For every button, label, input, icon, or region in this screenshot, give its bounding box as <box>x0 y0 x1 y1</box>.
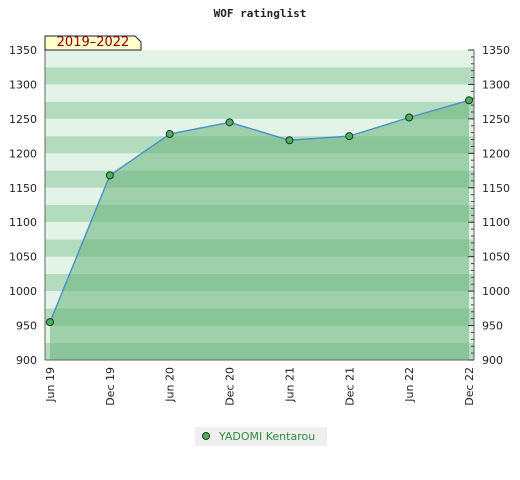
y-tick-label-right: 900 <box>482 354 503 367</box>
x-tick-label: Dec 20 <box>224 367 237 406</box>
legend-marker <box>202 432 210 440</box>
y-tick-label-right: 1250 <box>482 113 510 126</box>
chart-title: WOF ratinglist <box>214 7 307 20</box>
x-tick-label: Dec 19 <box>104 367 117 406</box>
area-layer <box>50 100 469 361</box>
line-layer <box>49 99 470 323</box>
y-tick-label-left: 1150 <box>9 182 37 195</box>
period-label: 2019–2022 <box>57 35 130 50</box>
legend: YADOMI Kentarou <box>195 427 327 446</box>
y-tick-label-right: 1300 <box>482 78 510 91</box>
x-tick-label: Jun 20 <box>164 367 177 403</box>
y-tick-label-left: 1050 <box>9 251 37 264</box>
data-point <box>225 118 234 127</box>
y-tick-label-left: 1000 <box>9 285 37 298</box>
y-tick-label-right: 1350 <box>482 44 510 57</box>
y-tick-label-left: 1250 <box>9 113 37 126</box>
data-point <box>285 136 294 145</box>
y-tick-label-left: 1100 <box>9 216 37 229</box>
data-point <box>405 113 414 122</box>
y-tick-label-left: 950 <box>16 320 37 333</box>
x-tick-label: Jun 21 <box>283 367 296 403</box>
data-point <box>105 171 114 180</box>
data-point <box>465 96 473 105</box>
y-tick-label-left: 1300 <box>9 78 37 91</box>
y-tick-label-left: 900 <box>16 354 37 367</box>
y-tick-label-right: 1150 <box>482 182 510 195</box>
series-line <box>49 99 470 323</box>
background-band <box>45 67 474 85</box>
x-tick-labels: Jun 19 Dec 19 Jun 20 Dec 20 Jun 21 Dec 21 Jun … <box>44 367 476 406</box>
data-point <box>345 132 354 141</box>
y-tick-label-right: 1100 <box>482 216 510 229</box>
period-badge: 2019–2022 <box>44 35 142 51</box>
y-tick-label-right: 1200 <box>482 147 510 160</box>
data-point <box>165 130 174 139</box>
y-tick-label-left: 1350 <box>9 44 37 57</box>
axes: 900 900 950 950 1000 1000 1050 1050 1100 1100 1150… <box>9 44 510 367</box>
legend-series-name: YADOMI Kentarou <box>218 430 315 443</box>
background-band <box>45 101 474 119</box>
y-tick-label-left: 1200 <box>9 147 37 160</box>
y-tick-label-right: 1050 <box>482 251 510 264</box>
y-tick-label-right: 1000 <box>482 285 510 298</box>
x-tick-label: Jun 22 <box>403 367 416 403</box>
marker-layer <box>46 96 473 327</box>
data-point <box>46 318 54 327</box>
y-tick-label-right: 950 <box>482 320 503 333</box>
x-tick-label: Dec 21 <box>343 367 356 406</box>
x-tick-label: Jun 19 <box>44 367 57 403</box>
x-tick-label: Dec 22 <box>463 367 476 406</box>
background-band <box>45 50 474 68</box>
background-band <box>45 84 474 102</box>
series-area <box>50 100 469 361</box>
